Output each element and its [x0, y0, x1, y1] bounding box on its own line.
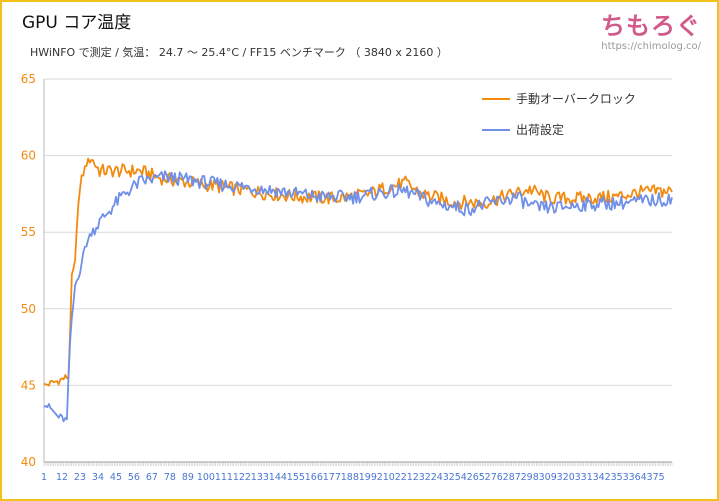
- x-tick-label: 342: [593, 472, 611, 483]
- y-tick-label: 60: [21, 149, 36, 163]
- x-tick-label: 287: [503, 472, 521, 483]
- x-tick-label: 155: [287, 472, 305, 483]
- series-line-1: [43, 170, 673, 423]
- x-tick-label: 199: [359, 472, 377, 483]
- y-tick-label: 45: [21, 378, 36, 392]
- x-tick-label: 364: [629, 472, 647, 483]
- x-tick-label: 177: [323, 472, 341, 483]
- y-tick-label: 50: [21, 302, 36, 316]
- x-tick-label: 122: [233, 472, 251, 483]
- x-tick-label: 265: [467, 472, 485, 483]
- x-tick-label: 243: [431, 472, 449, 483]
- x-tick-label: 111: [215, 472, 233, 483]
- x-tick-label: 12: [56, 472, 68, 483]
- x-tick-label: 34: [92, 472, 104, 483]
- y-tick-label: 55: [21, 225, 36, 239]
- x-tick-label: 1: [41, 472, 47, 483]
- x-tick-label: 100: [197, 472, 215, 483]
- x-tick-label: 23: [74, 472, 86, 483]
- x-tick-label: 331: [575, 472, 593, 483]
- x-tick-label: 254: [449, 472, 467, 483]
- x-tick-label: 56: [128, 472, 140, 483]
- x-tick-label: 375: [647, 472, 665, 483]
- x-tick-label: 221: [395, 472, 413, 483]
- x-tick-label: 353: [611, 472, 629, 483]
- x-tick-label: 309: [539, 472, 557, 483]
- x-tick-label: 89: [182, 472, 194, 483]
- brand-logo: ちもろぐ: [601, 12, 701, 40]
- x-tick-label: 276: [485, 472, 503, 483]
- x-tick-label: 67: [146, 472, 158, 483]
- legend-label: 出荷設定: [516, 122, 564, 137]
- series-line-0: [43, 157, 673, 387]
- x-tick-label: 78: [164, 472, 176, 483]
- y-tick-label: 65: [21, 72, 36, 86]
- x-tick-label: 320: [557, 472, 575, 483]
- brand-url: https://chimolog.co/: [601, 41, 701, 52]
- legend-label: 手動オーバークロック: [516, 92, 636, 106]
- x-tick-label: 298: [521, 472, 539, 483]
- y-tick-label: 40: [21, 455, 36, 469]
- x-tick-label: 188: [341, 472, 359, 483]
- x-tick-label: 133: [251, 472, 269, 483]
- x-tick-label: 144: [269, 472, 287, 483]
- x-tick-label: 232: [413, 472, 431, 483]
- chart-subtitle: HWiNFO で測定 / 気温： 24.7 〜 25.4°C / FF15 ベン…: [30, 46, 448, 59]
- brand: ちもろぐ https://chimolog.co/: [601, 6, 701, 52]
- x-tick-label: 210: [377, 472, 395, 483]
- x-tick-label: 45: [110, 472, 122, 483]
- x-tick-label: 166: [305, 472, 323, 483]
- chart-title: GPU コア温度: [22, 13, 132, 33]
